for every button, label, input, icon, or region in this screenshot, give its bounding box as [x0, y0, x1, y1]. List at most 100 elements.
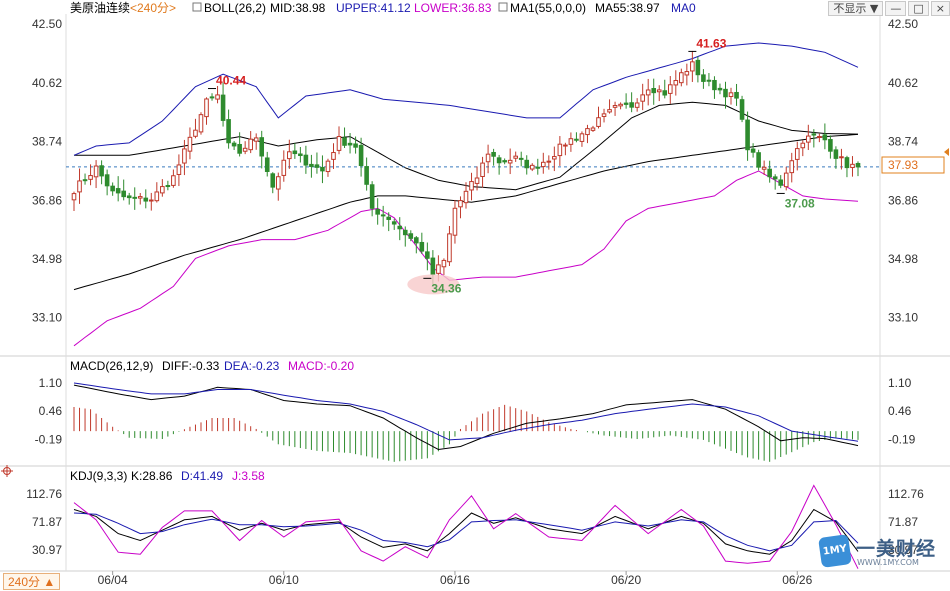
candle-body	[402, 229, 408, 236]
kdj-legend: KDJ(9,3,3) K:28.86 D:41.49 J:3.58	[1, 465, 265, 483]
minimize-button[interactable]: —	[885, 0, 907, 16]
boll-toggle-icon[interactable]	[192, 2, 202, 12]
candle-body	[358, 144, 364, 167]
candle-body	[375, 209, 380, 215]
candle-body	[309, 163, 314, 167]
period-selector-button[interactable]: 240分 ▲	[3, 573, 61, 590]
macd-dea-line	[73, 382, 859, 442]
series-line-upper	[73, 42, 859, 156]
candle-body	[419, 241, 425, 252]
candle-body	[187, 136, 193, 152]
restore-button[interactable]: □	[908, 0, 929, 16]
candle-body	[535, 166, 541, 169]
kdj-tick-left: 112.76	[26, 487, 62, 501]
candle-body	[563, 144, 568, 147]
date-tick-label: 06/20	[611, 573, 641, 587]
candle-body	[264, 157, 270, 172]
candle-body	[99, 165, 104, 177]
candle-body	[524, 159, 530, 169]
date-tick-label: 06/10	[269, 573, 299, 587]
date-tick-label: 06/16	[440, 573, 470, 587]
candle-body	[679, 72, 684, 84]
candle-body	[662, 90, 668, 96]
candle-body	[529, 164, 535, 170]
candle-body	[425, 251, 430, 259]
kdj-tick-right: 112.76	[888, 487, 924, 501]
candle-body	[281, 159, 287, 176]
display-mode-select[interactable]: 不显示 ▼	[828, 0, 884, 16]
candle-body	[767, 168, 772, 178]
candle-body	[778, 179, 784, 186]
candle-body	[253, 137, 259, 142]
candle-body	[115, 188, 121, 194]
candle-body	[441, 259, 447, 268]
candle-body	[336, 136, 342, 151]
candle-body	[574, 138, 579, 141]
candle-body	[623, 102, 629, 105]
macd-diff-value: DIFF:-0.33	[162, 359, 220, 373]
kdj-j-line	[73, 484, 859, 569]
candle-body	[629, 102, 634, 108]
candle-body	[165, 185, 171, 188]
candle-body	[353, 143, 358, 148]
candle-body	[618, 103, 623, 107]
display-mode-value: 不显示	[833, 1, 867, 15]
watermark-logo-icon: 1MY	[818, 534, 852, 568]
macd-tick-left: 1.10	[39, 376, 63, 390]
kdj-tick-right: 30.97	[888, 543, 918, 557]
series-line-lower	[73, 170, 859, 347]
price-tick-left: 36.86	[32, 193, 62, 207]
candle-body	[364, 166, 369, 185]
candle-body	[491, 151, 496, 157]
candle-body	[607, 109, 612, 113]
candle-body	[502, 160, 507, 163]
candle-body	[645, 89, 651, 96]
candle-body	[656, 89, 662, 93]
candle-body	[480, 162, 485, 177]
candle-body	[154, 191, 160, 202]
ma-toggle-icon[interactable]	[498, 2, 508, 12]
candle-body	[723, 88, 728, 98]
candle-body	[369, 184, 375, 209]
macd-diff-line	[73, 384, 859, 451]
macd-tick-left: -0.19	[35, 432, 63, 446]
candle-body	[176, 164, 182, 175]
candle-body	[806, 135, 811, 143]
symbol-name: 美原油连续	[70, 0, 130, 15]
candle-body	[557, 143, 563, 157]
kdj-title: KDJ(9,3,3)	[70, 469, 127, 483]
candle-body	[347, 142, 353, 146]
high-price-label: 41.63	[696, 36, 726, 50]
candle-body	[750, 148, 756, 153]
crosshair-icon[interactable]	[1, 465, 13, 477]
close-button[interactable]: ×	[930, 0, 950, 16]
candle-body	[314, 164, 320, 168]
candle-body	[182, 148, 187, 164]
macd-tick-left: 0.46	[39, 404, 63, 418]
price-tick-left: 40.62	[32, 76, 62, 90]
period-tag: <240分>	[130, 1, 176, 15]
boll-lower-value: LOWER:36.83	[414, 1, 492, 15]
ma0-label: MA0	[671, 1, 696, 15]
macd-legend: MACD(26,12,9) DIFF:-0.33 DEA:-0.23 MACD:…	[70, 359, 354, 373]
candle-body	[342, 137, 347, 146]
macd-dea-value: DEA:-0.23	[224, 359, 280, 373]
price-tick-left: 38.74	[32, 135, 62, 149]
candle-body	[585, 128, 590, 136]
kdj-d-value: D:41.49	[181, 469, 223, 483]
candle-body	[568, 138, 574, 145]
candle-body	[712, 79, 717, 91]
watermark: 1MY 一美财经 WWW.1MY.COM	[818, 534, 938, 570]
candle-body	[71, 193, 77, 201]
candle-body	[469, 181, 474, 191]
candle-layer	[71, 50, 861, 285]
candle-body	[706, 79, 712, 82]
candle-body	[772, 176, 778, 180]
watermark-text: 一美财经	[856, 538, 937, 560]
candle-body	[695, 59, 701, 76]
candle-body	[844, 157, 850, 169]
ma55-value: MA55:38.97	[595, 1, 660, 15]
candle-body	[701, 74, 706, 82]
kdj-j-value: J:3.58	[232, 469, 265, 483]
candle-body	[82, 179, 88, 182]
